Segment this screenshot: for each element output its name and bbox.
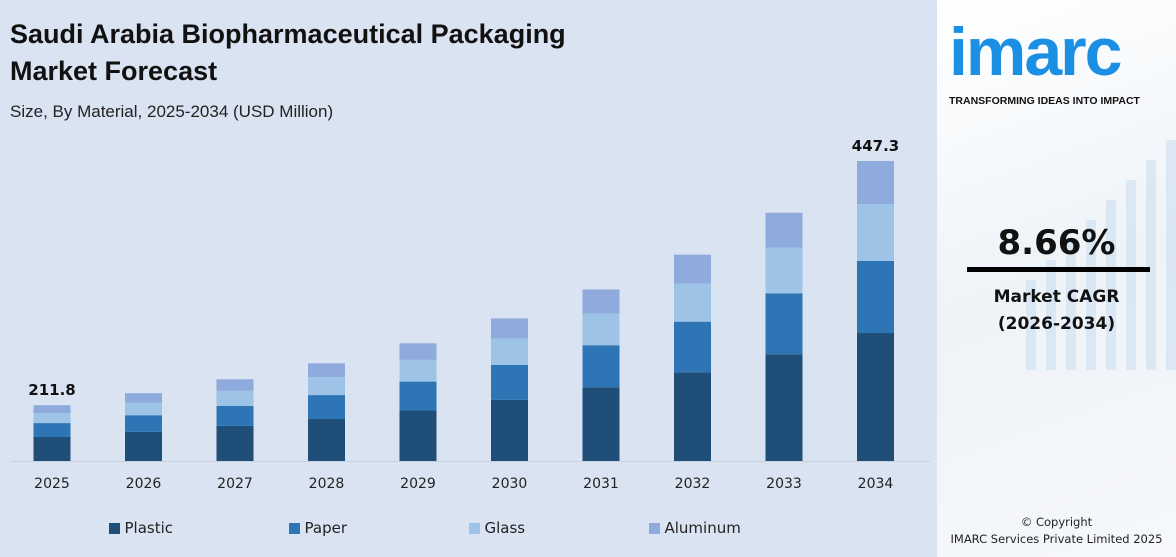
bar-aluminum-2029	[399, 343, 437, 360]
bar-glass-2027	[216, 390, 254, 406]
bar-paper-2031	[582, 345, 620, 388]
brand-tagline: TRANSFORMING IDEAS INTO IMPACT	[949, 95, 1140, 107]
cagr-value: 8.66%	[997, 223, 1116, 263]
cagr-period: (2026-2034)	[997, 314, 1116, 334]
bar-paper-2033	[765, 293, 803, 355]
bar-paper-2030	[491, 364, 528, 400]
legend-label: Aluminum	[664, 519, 741, 537]
bar-plastic-2032	[674, 372, 711, 461]
bar-aluminum-2033	[765, 212, 803, 248]
legend-label: Paper	[304, 519, 347, 537]
legend: Plastic Paper Glass Aluminum	[0, 519, 937, 537]
bar-aluminum-2032	[674, 254, 711, 284]
cagr-divider	[967, 267, 1150, 272]
imarc-logo: imarc	[949, 14, 1122, 90]
bar-plastic-2033	[765, 354, 803, 461]
x-tick-label: 2032	[675, 476, 711, 492]
bar-glass-2026	[125, 402, 162, 416]
bar-glass-2029	[399, 359, 437, 382]
legend-item-plastic: Plastic	[108, 519, 289, 537]
bar-paper-2029	[399, 381, 437, 411]
chart-panel: Saudi Arabia Biopharmaceutical Packaging…	[0, 16, 937, 537]
bar-aluminum-2030	[491, 318, 528, 339]
bar-paper-2027	[216, 405, 254, 426]
x-tick-label: 2031	[583, 476, 619, 492]
bar-aluminum-2026	[125, 393, 162, 403]
bar-glass-2034	[857, 203, 894, 261]
x-tick-label: 2027	[217, 476, 253, 492]
bar-paper-2032	[674, 321, 711, 373]
bar-glass-2028	[308, 376, 345, 396]
x-tick-label: 2026	[126, 476, 162, 492]
bar-plastic-2030	[491, 399, 528, 461]
chart-title: Saudi Arabia Biopharmaceutical Packaging…	[10, 16, 566, 90]
legend-swatch	[468, 522, 480, 534]
copyright: © Copyright IMARC Services Private Limit…	[937, 514, 1176, 548]
legend-label: Plastic	[124, 519, 174, 537]
bar-plastic-2029	[399, 410, 437, 461]
chart-subtitle: Size, By Material, 2025-2034 (USD Millio…	[10, 102, 334, 121]
bar-aluminum-2028	[308, 363, 345, 377]
bar-plastic-2031	[582, 387, 620, 461]
x-tick-label: 2034	[858, 476, 894, 492]
x-tick-label: 2033	[766, 476, 802, 492]
bar-plastic-2027	[216, 425, 254, 461]
x-tick-label: 2025	[34, 476, 70, 492]
bar-plastic-2028	[308, 419, 345, 461]
bar-glass-2025	[33, 413, 71, 424]
title-line-1: Saudi Arabia Biopharmaceutical Packaging	[10, 19, 566, 49]
bar-glass-2032	[674, 283, 711, 322]
legend-item-glass: Glass	[468, 519, 649, 537]
bar-aluminum-2031	[582, 289, 620, 314]
bar-aluminum-2034	[857, 161, 894, 204]
x-tick-label: 2028	[309, 476, 345, 492]
title-line-2: Market Forecast	[10, 56, 218, 86]
copyright-line-1: © Copyright	[1020, 515, 1093, 529]
background-chart-decoration	[1026, 140, 1176, 370]
bar-paper-2028	[308, 395, 345, 420]
bar-plastic-2026	[125, 431, 162, 461]
bar-chart: 2025 211.8 2026 2027 2028 2029 2030 2031 2032 203…	[10, 137, 930, 492]
legend-swatch	[288, 522, 300, 534]
legend-label: Glass	[484, 519, 526, 537]
bar-glass-2033	[765, 247, 803, 294]
bar-plastic-2025	[33, 437, 71, 461]
x-tick-label: 2030	[492, 476, 528, 492]
bar-paper-2026	[125, 415, 162, 432]
brand-panel: imarc TRANSFORMING IDEAS INTO IMPACT 8.6…	[937, 0, 1176, 557]
cagr-label-text: Market CAGR	[993, 287, 1120, 307]
bar-paper-2025	[33, 423, 71, 438]
bar-glass-2031	[582, 313, 620, 346]
data-label-2034: 447.3	[852, 137, 899, 155]
legend-item-paper: Paper	[288, 519, 469, 537]
legend-swatch	[108, 522, 120, 534]
bar-aluminum-2025	[33, 405, 71, 414]
bar-paper-2034	[857, 261, 894, 334]
bar-glass-2030	[491, 338, 528, 365]
bar-aluminum-2027	[216, 379, 254, 391]
copyright-line-2: IMARC Services Private Limited 2025	[950, 532, 1163, 546]
cagr-label: Market CAGR (2026-2034)	[937, 284, 1176, 338]
legend-item-aluminum: Aluminum	[648, 519, 829, 537]
x-tick-label: 2029	[400, 476, 436, 492]
legend-swatch	[648, 522, 660, 534]
data-label-2025: 211.8	[28, 381, 75, 399]
bar-plastic-2034	[857, 333, 894, 461]
